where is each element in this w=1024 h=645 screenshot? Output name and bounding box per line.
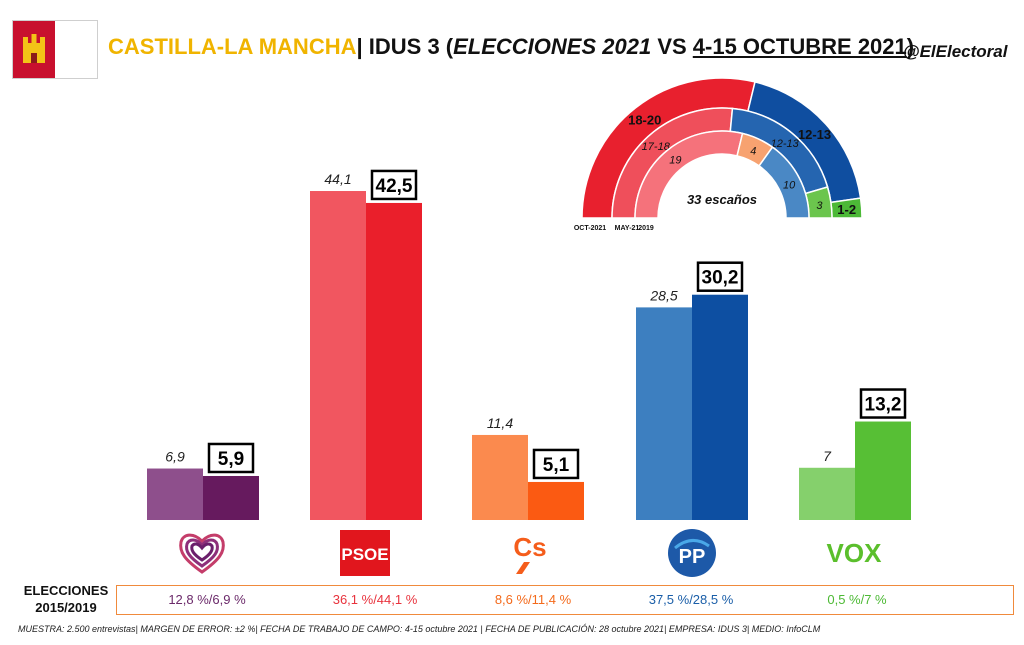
- previous-results-box: [116, 585, 1014, 615]
- vox-logo-text: VOX: [827, 538, 883, 568]
- bar-psoe-s2: [366, 202, 422, 520]
- elections-label: ELECCIONES 2021: [453, 34, 652, 59]
- bar-pp-s1: [636, 307, 692, 520]
- pp-logo: PP: [668, 529, 716, 577]
- total-seats-label: 33 escaños: [687, 192, 757, 207]
- result-pp: 37,5 %/28,5 %: [648, 592, 734, 607]
- result-vox: 0,5 %/7 %: [827, 592, 887, 607]
- pp-logo-text: PP: [679, 546, 706, 568]
- bar-vox-s1: [799, 467, 855, 520]
- elections-row-label-line-1: ELECCIONES: [23, 583, 109, 598]
- castilla-la-mancha-flag: [12, 20, 98, 79]
- seat-label-r3-2: 4: [750, 145, 756, 157]
- bar-label-box-unidas-podemos-s2: [207, 442, 255, 474]
- bar-psoe-s1: [310, 191, 366, 520]
- result-unidas-podemos: 12,8 %/6,9 %: [168, 592, 246, 607]
- page-title: CASTILLA-LA MANCHA| IDUS 3 (ELECCIONES 2…: [108, 34, 914, 60]
- psoe-logo: PSOE: [340, 530, 390, 576]
- seat-label-r1-2: 12-13: [798, 127, 831, 142]
- bar-pp-s2: [692, 294, 748, 520]
- bar-label-psoe-s1: 44,1: [324, 171, 351, 187]
- vox-logo: VOX: [827, 538, 883, 568]
- cs-logo-text: Cs: [513, 532, 546, 562]
- bar-cs-s2: [528, 481, 584, 520]
- bar-label-box-vox-s2: [859, 388, 907, 419]
- bar-label-vox-s1: 7: [823, 448, 832, 464]
- bar-label-unidas-podemos-s1: 6,9: [165, 449, 185, 465]
- ring-label-3: 2019: [638, 225, 654, 232]
- bar-label-pp-s2: 30,2: [702, 268, 739, 289]
- region-title: CASTILLA-LA MANCHA: [108, 34, 357, 59]
- seat-label-r2-1: 17-18: [642, 141, 671, 153]
- result-cs: 8,6 %/11,4 %: [494, 592, 572, 607]
- ring-label-1: OCT-2021: [574, 225, 606, 232]
- vs-label: VS: [651, 34, 693, 59]
- bar-label-pp-s1: 28,5: [649, 287, 677, 303]
- elections-row-label: ELECCIONES 2015/2019: [18, 582, 114, 616]
- ring-label-2: MAY-21: [615, 225, 640, 232]
- elections-row-label-line-2: 2015/2019: [35, 600, 97, 615]
- unidas-podemos-logo-icon: [179, 533, 225, 574]
- fieldwork-dates: 4-15 OCTUBRE 2021: [692, 34, 907, 59]
- bar-label-box-psoe-s2: [370, 169, 418, 201]
- result-psoe: 36,1 %/44,1 %: [332, 592, 418, 607]
- castle-icon: [23, 34, 45, 63]
- ciudadanos-logo: Cs: [513, 532, 547, 574]
- bar-label-psoe-s2: 42,5: [376, 176, 413, 197]
- seat-label-r3-3: 10: [783, 179, 796, 191]
- bar-label-vox-s2: 13,2: [865, 395, 902, 416]
- seat-slice-r3-3: [758, 146, 810, 219]
- twitter-handle: @ElElectoral: [903, 42, 1008, 61]
- bar-label-box-pp-s2: [696, 261, 744, 292]
- bar-vox-s2: [855, 421, 911, 520]
- bar-unidas-podemos-s2: [203, 475, 259, 520]
- seat-label-r2-3: 3: [816, 200, 823, 212]
- bar-label-unidas-podemos-s2: 5,9: [218, 449, 244, 470]
- seat-label-r3-1: 19: [669, 155, 681, 167]
- bar-label-cs-s2: 5,1: [543, 455, 570, 476]
- poll-name: IDUS 3 (: [368, 34, 454, 59]
- methodology-footer: MUESTRA: 2.500 entrevistas| MARGEN DE ER…: [18, 624, 821, 634]
- seat-label-r1-3: 1-2: [837, 202, 856, 217]
- psoe-logo-text: PSOE: [341, 545, 388, 564]
- title-close: ): [906, 34, 915, 59]
- bar-label-cs-s1: 11,4: [487, 415, 513, 431]
- seat-label-r2-2: 12-13: [771, 138, 800, 150]
- bar-cs-s1: [472, 434, 528, 520]
- seat-label-r1-1: 18-20: [628, 113, 661, 128]
- bar-unidas-podemos-s1: [147, 468, 203, 520]
- bar-label-box-cs-s2: [532, 448, 580, 480]
- title-separator: |: [356, 34, 363, 59]
